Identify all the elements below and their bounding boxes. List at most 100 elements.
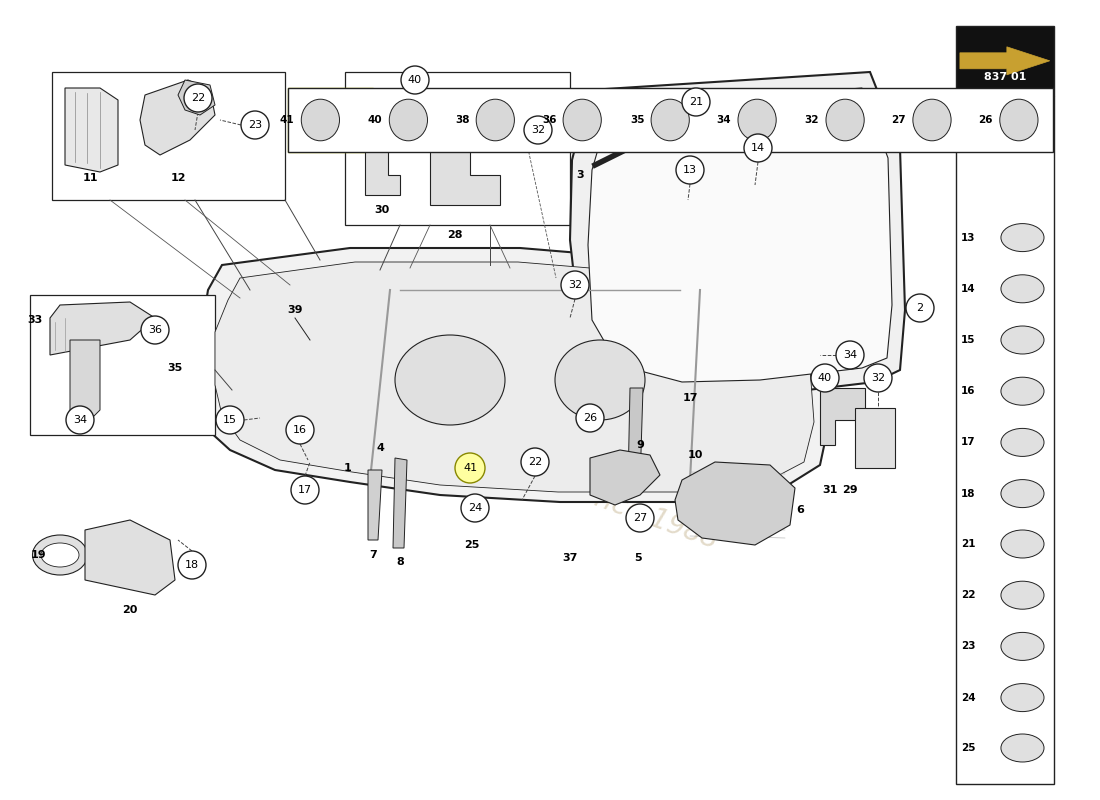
Text: 17: 17 [682, 393, 697, 403]
Text: 27: 27 [632, 513, 647, 523]
Ellipse shape [1001, 275, 1044, 302]
Text: 13: 13 [961, 233, 976, 242]
Polygon shape [140, 80, 214, 155]
Ellipse shape [476, 99, 515, 141]
Text: 39: 39 [287, 305, 303, 315]
Text: 41: 41 [280, 115, 295, 125]
Ellipse shape [563, 99, 602, 141]
Ellipse shape [651, 99, 690, 141]
Circle shape [576, 404, 604, 432]
Text: 29: 29 [843, 485, 858, 495]
Ellipse shape [395, 335, 505, 425]
Text: 26: 26 [979, 115, 993, 125]
Text: 19: 19 [30, 550, 46, 560]
Text: 32: 32 [568, 280, 582, 290]
Bar [52, 72, 285, 200]
Text: 17: 17 [961, 438, 976, 447]
Text: 12: 12 [170, 173, 186, 183]
Ellipse shape [1001, 429, 1044, 456]
Text: 22: 22 [191, 93, 205, 103]
Text: 36: 36 [148, 325, 162, 335]
Bar [30, 295, 214, 435]
Bar [288, 88, 1053, 152]
Ellipse shape [1000, 99, 1038, 141]
Ellipse shape [1001, 734, 1044, 762]
Text: 24: 24 [468, 503, 482, 513]
Circle shape [864, 364, 892, 392]
Polygon shape [628, 388, 643, 485]
Circle shape [561, 271, 588, 299]
Circle shape [744, 134, 772, 162]
Text: 30: 30 [374, 205, 389, 215]
Circle shape [241, 111, 270, 139]
Ellipse shape [738, 99, 777, 141]
Bar [288, 88, 373, 152]
Circle shape [286, 416, 313, 444]
Ellipse shape [1001, 480, 1044, 507]
Text: 35: 35 [167, 363, 183, 373]
Text: 9: 9 [636, 440, 644, 450]
Polygon shape [675, 462, 795, 545]
Polygon shape [393, 458, 407, 548]
Text: 35: 35 [630, 115, 645, 125]
Text: 21: 21 [689, 97, 703, 107]
Text: 25: 25 [961, 743, 976, 753]
Text: 15: 15 [961, 335, 976, 345]
Ellipse shape [1001, 378, 1044, 405]
Text: 23: 23 [961, 642, 976, 651]
Text: 22: 22 [528, 457, 542, 467]
Circle shape [184, 84, 212, 112]
Circle shape [676, 156, 704, 184]
Polygon shape [365, 95, 400, 195]
Ellipse shape [301, 99, 340, 141]
Circle shape [292, 476, 319, 504]
Polygon shape [65, 88, 118, 172]
Text: 40: 40 [368, 115, 383, 125]
Circle shape [402, 66, 429, 94]
Polygon shape [590, 450, 660, 505]
Bar [956, 96, 1054, 784]
Text: eurospares: eurospares [353, 279, 806, 501]
Polygon shape [430, 90, 500, 205]
Text: 32: 32 [805, 115, 820, 125]
Text: 24: 24 [961, 693, 976, 702]
Ellipse shape [389, 99, 428, 141]
Ellipse shape [1001, 224, 1044, 251]
Bar [956, 26, 1054, 96]
Text: 837 01: 837 01 [983, 72, 1026, 82]
Text: 8: 8 [396, 557, 404, 567]
Text: 22: 22 [961, 590, 976, 600]
Text: 38: 38 [455, 115, 470, 125]
Text: 23: 23 [248, 120, 262, 130]
Polygon shape [855, 408, 895, 468]
Circle shape [682, 88, 710, 116]
Text: 16: 16 [293, 425, 307, 435]
Circle shape [461, 494, 490, 522]
Circle shape [906, 294, 934, 322]
Polygon shape [960, 46, 1049, 74]
Text: 13: 13 [683, 165, 697, 175]
Circle shape [216, 406, 244, 434]
Text: 41: 41 [463, 463, 477, 473]
Polygon shape [570, 72, 905, 398]
Ellipse shape [1001, 582, 1044, 609]
Text: 28: 28 [448, 230, 463, 240]
Ellipse shape [913, 99, 952, 141]
Polygon shape [178, 80, 215, 115]
Polygon shape [368, 470, 382, 540]
Text: 21: 21 [961, 539, 976, 549]
Text: 20: 20 [122, 605, 138, 615]
Ellipse shape [1001, 326, 1044, 354]
Text: 27: 27 [892, 115, 906, 125]
Text: 31: 31 [823, 485, 838, 495]
Polygon shape [85, 520, 175, 595]
Circle shape [66, 406, 94, 434]
Polygon shape [70, 340, 100, 420]
Ellipse shape [556, 340, 645, 420]
Bar [345, 72, 570, 225]
Circle shape [455, 453, 485, 483]
Circle shape [178, 551, 206, 579]
Text: 32: 32 [871, 373, 886, 383]
Text: 16: 16 [961, 386, 976, 396]
Ellipse shape [33, 535, 88, 575]
